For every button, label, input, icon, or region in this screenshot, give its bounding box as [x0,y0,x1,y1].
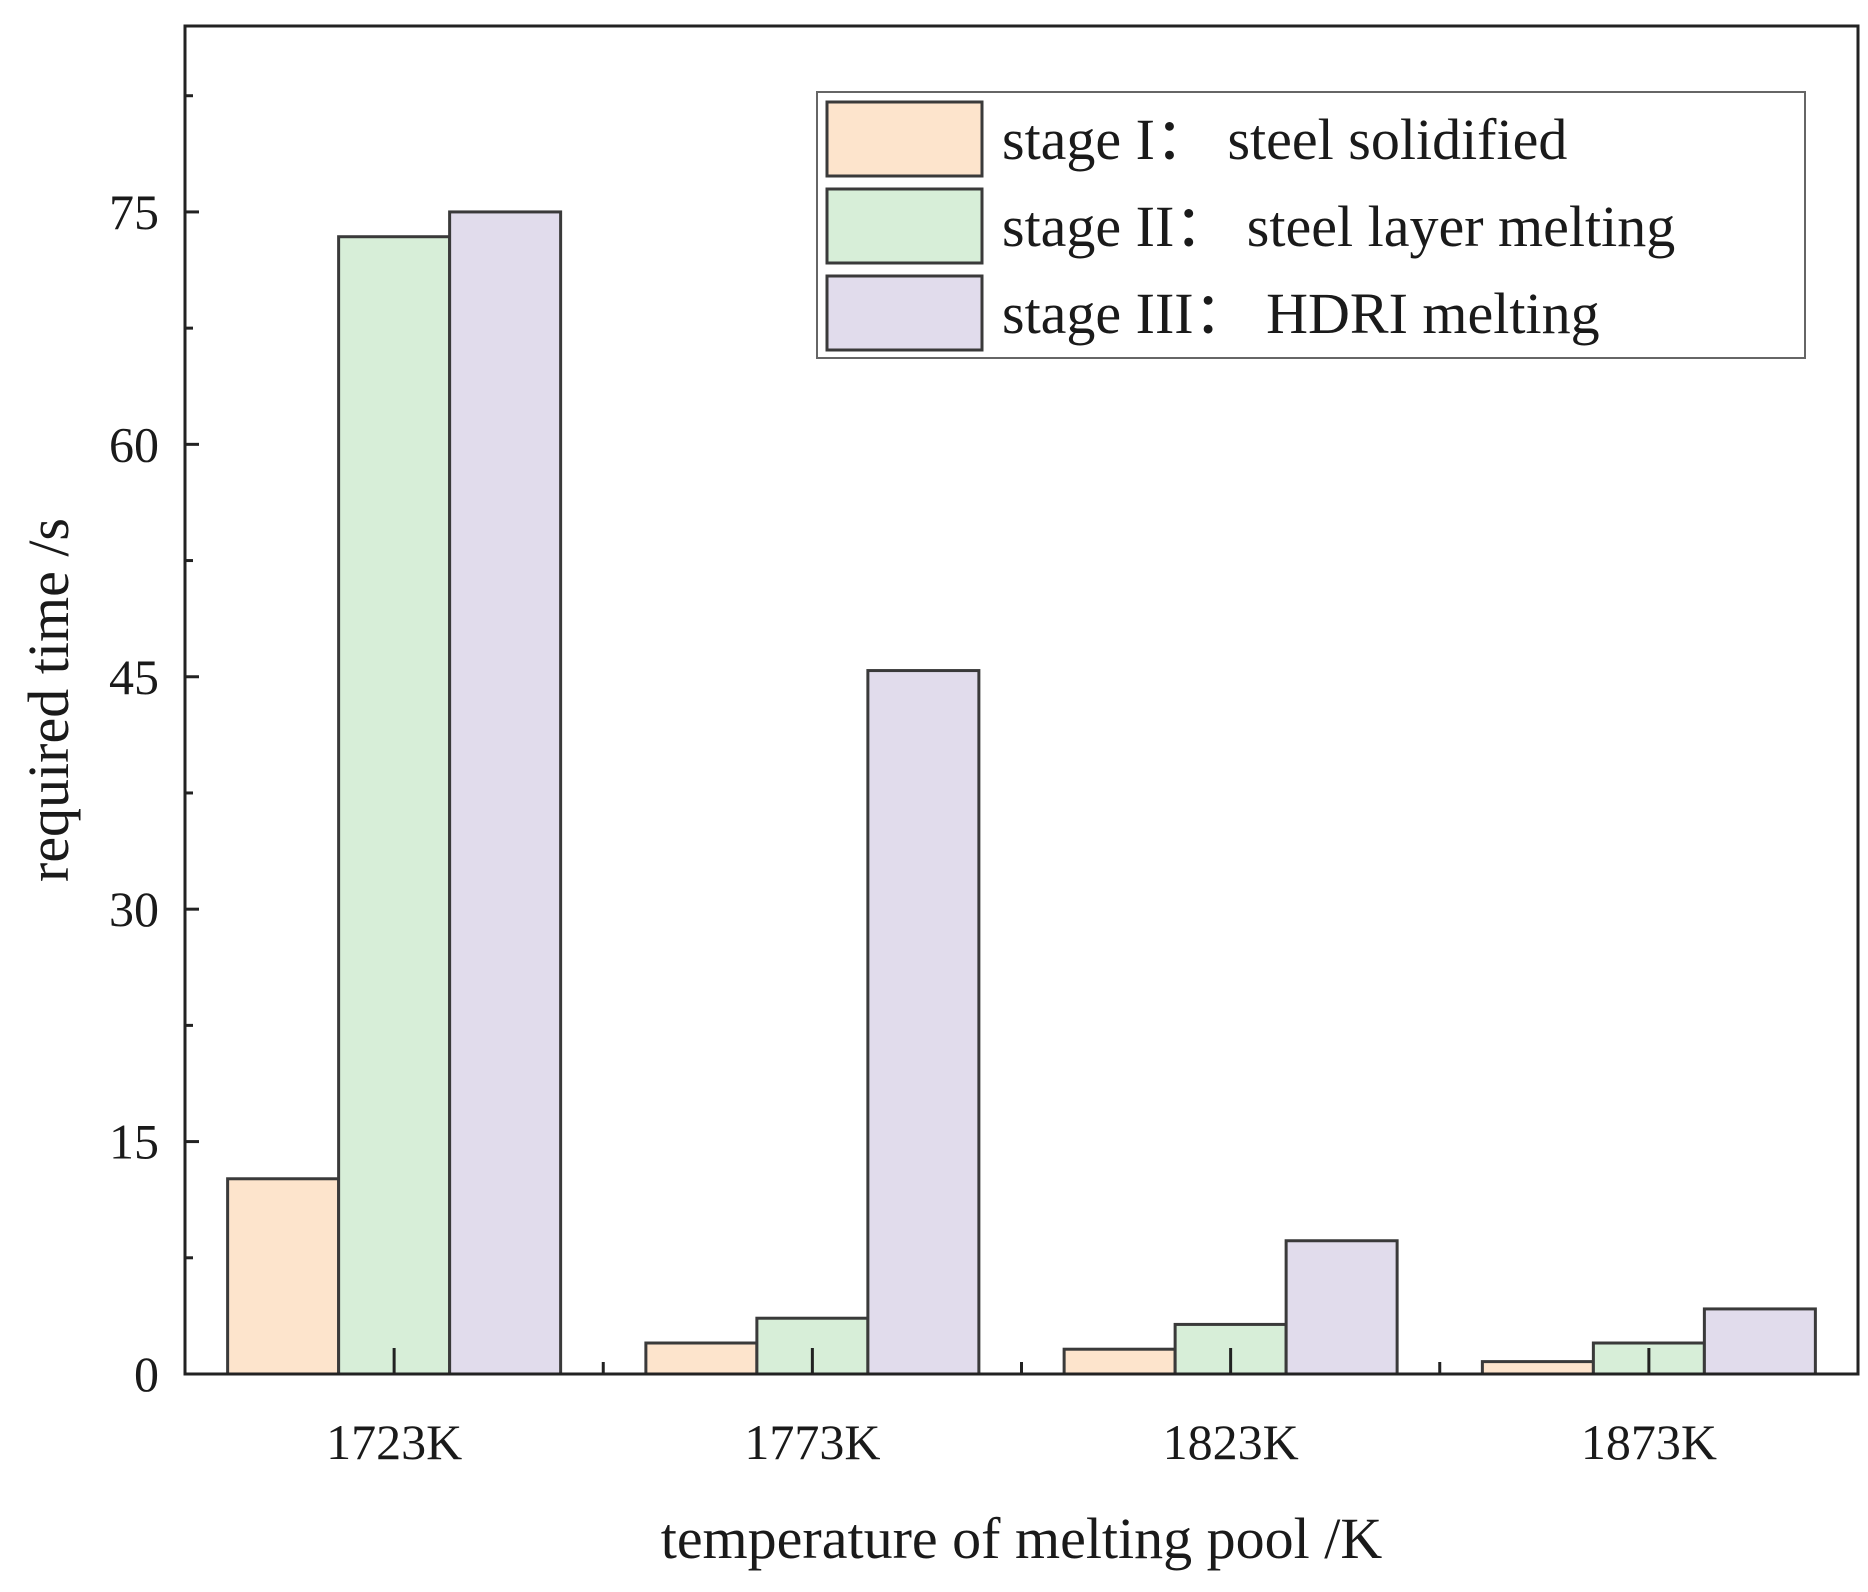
bar-1723K-stage-3 [448,210,563,1376]
legend-swatch-stage-1 [825,100,984,178]
legend-label-stage-1: stage I： steel solidified [1002,107,1567,172]
axes-layer: 0 15 30 45 60 75 1723K 1773K 1823K 1873K [109,24,1860,1470]
x-tick-label: 1723K [326,1414,462,1470]
y-tick-label: 75 [109,184,159,240]
bar-1723K-stage-1 [226,1177,341,1376]
legend: stage I： steel solidified stage II： steel… [816,91,1806,359]
x-tick-label: 1773K [744,1414,880,1470]
bars-layer [226,210,1817,1376]
y-tick-label: 15 [109,1114,159,1170]
x-tick-label: 1873K [1581,1414,1717,1470]
x-axis-title: temperature of melting pool /K [661,1506,1383,1571]
y-tick-label: 0 [134,1346,159,1402]
y-tick-label: 60 [109,416,159,472]
y-axis-title: required time /s [16,518,81,882]
y-tick-label: 45 [109,649,159,705]
bar-1823K-stage-1 [1062,1347,1177,1376]
bar-1873K-stage-3 [1702,1307,1817,1376]
legend-label-stage-3: stage III： HDRI melting [1002,281,1600,346]
x-tick-label: 1823K [1163,1414,1299,1470]
legend-swatch-stage-3 [825,274,984,352]
bar-1773K-stage-1 [644,1341,759,1376]
y-tick-label: 30 [109,881,159,937]
bar-1873K-stage-1 [1480,1360,1595,1376]
bar-1723K-stage-2 [337,235,452,1376]
bar-1823K-stage-3 [1284,1239,1399,1376]
legend-swatch-stage-2 [825,187,984,265]
legend-label-stage-2: stage II： steel layer melting [1002,194,1675,259]
bar-1773K-stage-3 [866,669,981,1376]
